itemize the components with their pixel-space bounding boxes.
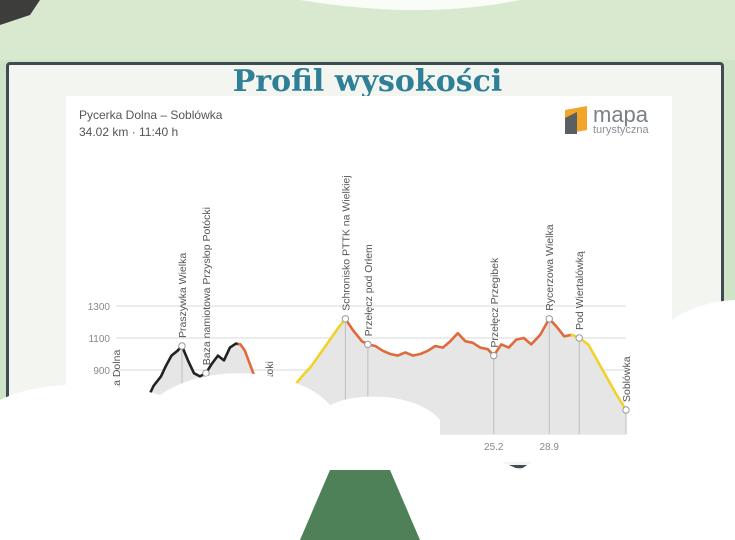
waypoint-label: Pycerka Dolna: [111, 350, 123, 418]
profile-segment: [204, 342, 241, 375]
route-name: Pycerka Dolna – Soblówka: [79, 108, 223, 122]
x-tick-label: 25.2: [484, 442, 504, 453]
waypoint-marker: [490, 351, 498, 360]
waypoint-marker: [341, 315, 350, 323]
waypoint-label: Baza namiotowa Przysłop Potócki: [201, 207, 213, 365]
waypoint-label: Przełęcz pod Orłem: [363, 244, 375, 336]
mapa-turystyczna-logo[interactable]: mapa turystyczna: [563, 102, 663, 142]
waypoint-label: Schronisko PTTK na Wielkiej: [340, 175, 352, 310]
page-title: Profil wysokości: [232, 64, 503, 99]
waypoint-marker: [364, 340, 372, 349]
y-tick-label: 1300: [88, 302, 111, 313]
waypoint-marker: [622, 406, 630, 414]
logo-subtitle: turystyczna: [593, 124, 649, 136]
waypoint-label: Praszywka Wielka: [177, 253, 189, 338]
waypoint-label: Pod Wiertalówką: [574, 251, 586, 330]
y-tick-label: 900: [93, 366, 110, 377]
logo-word: mapa: [593, 102, 649, 127]
waypoint-marker: [178, 342, 186, 350]
waypoint-marker: [575, 334, 583, 342]
elevation-card: 500 700 900 1100 1300 Pycerka Dolna Praszywka …: [66, 96, 672, 462]
waypoint-marker: [202, 369, 210, 377]
waypoint-marker: [112, 422, 120, 430]
waypoint-label: Soblówka: [621, 356, 633, 402]
x-tick-label: 6: [203, 442, 209, 453]
route-meta: 34.02 km · 11:40 h: [79, 125, 179, 139]
x-tick-label: 0: [113, 442, 119, 453]
waypoint-label: Rycerzowa Wielka: [544, 224, 556, 311]
x-tick-label: 15.3: [336, 442, 356, 453]
waypoint-marker: [265, 399, 273, 408]
waypoint-marker: [545, 315, 553, 323]
x-tick-label: 34 km: [612, 442, 639, 453]
x-tick-label: 4.4: [175, 442, 189, 453]
waypoint-label: Przełęcz Przegibek: [489, 257, 501, 348]
logo-mark-icon: [565, 106, 587, 134]
y-tick-label: 500: [93, 430, 110, 441]
x-tick-label: 10.2: [259, 442, 279, 453]
x-tick-label: 28.9: [540, 442, 560, 453]
waypoint-label: Poztoki: [264, 361, 276, 395]
y-tick-label: 700: [93, 398, 110, 409]
y-tick-label: 1100: [88, 334, 110, 345]
profile-segment: [492, 317, 574, 357]
elevation-chart: 500 700 900 1100 1300 Pycerka Dolna Praszywka …: [88, 175, 640, 453]
